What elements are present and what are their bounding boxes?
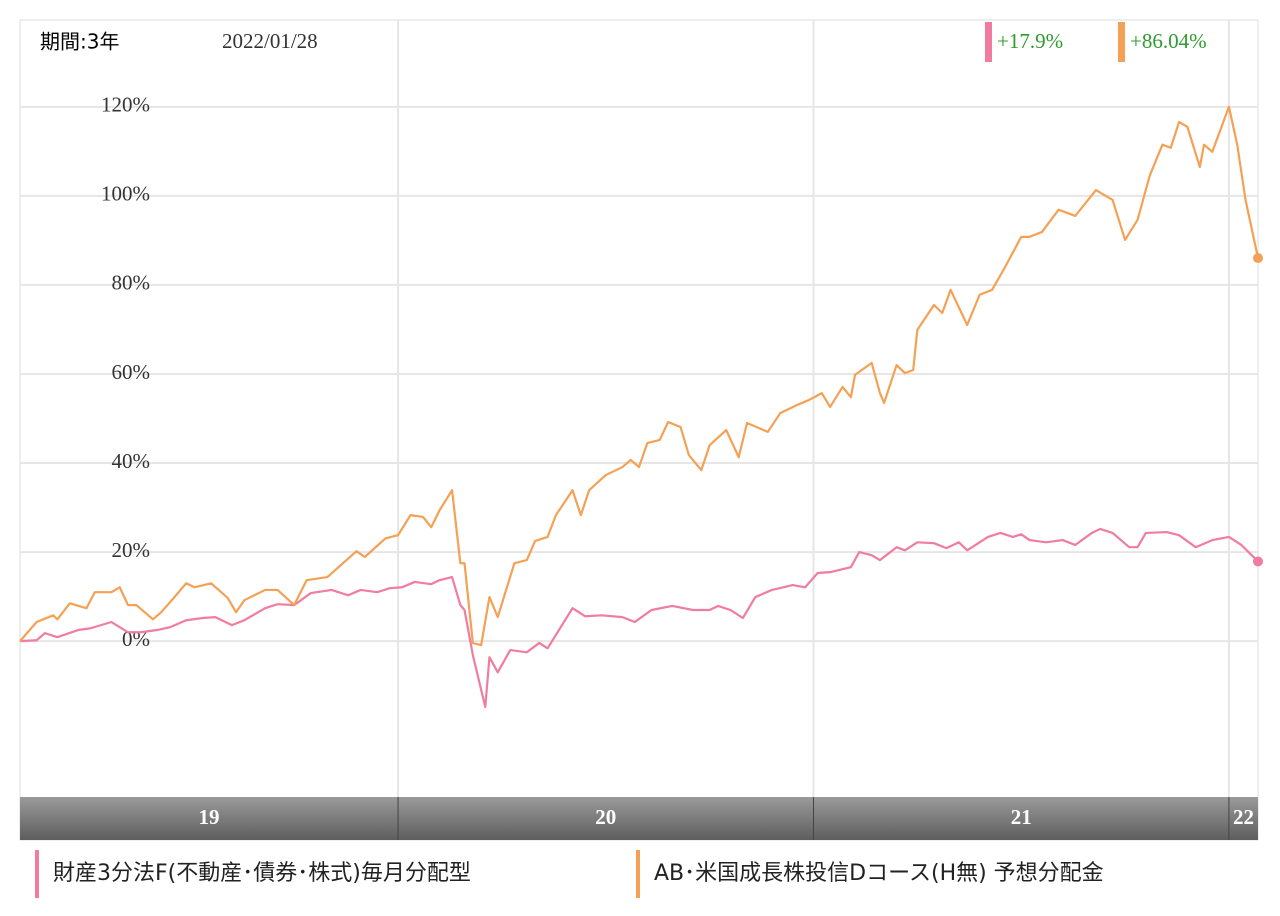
change-swatch — [1118, 22, 1125, 62]
series-line — [19, 105, 1260, 647]
x-tick-label: 20 — [595, 805, 616, 829]
plot-frame — [19, 19, 1259, 841]
date-label: 2022/01/28 — [222, 29, 318, 53]
change-label: +17.9% — [997, 29, 1063, 53]
legend-swatch — [636, 850, 640, 898]
y-tick-label: 100% — [101, 182, 150, 206]
year-band — [20, 797, 1258, 840]
x-tick-label: 22 — [1233, 805, 1254, 829]
y-tick-label: 80% — [112, 271, 151, 295]
legend-label: AB･米国成長株投信Dコース(H無) 予想分配金 — [654, 861, 1104, 886]
end-point — [1253, 556, 1263, 567]
period-label: 期間:3年 — [40, 30, 119, 54]
y-tick-label: 40% — [112, 449, 151, 473]
x-tick-label: 21 — [1011, 805, 1032, 829]
legend-label: 財産3分法F(不動産･債券･株式)毎月分配型 — [53, 861, 471, 886]
y-tick-label: 20% — [112, 538, 151, 562]
x-tick-label: 19 — [199, 805, 220, 829]
change-swatch — [985, 22, 992, 62]
legend-swatch — [35, 850, 39, 898]
y-tick-label: 120% — [101, 93, 150, 117]
y-tick-label: 60% — [112, 360, 151, 384]
series-line — [19, 527, 1259, 709]
end-point — [1253, 253, 1263, 264]
change-label: +86.04% — [1130, 29, 1207, 53]
